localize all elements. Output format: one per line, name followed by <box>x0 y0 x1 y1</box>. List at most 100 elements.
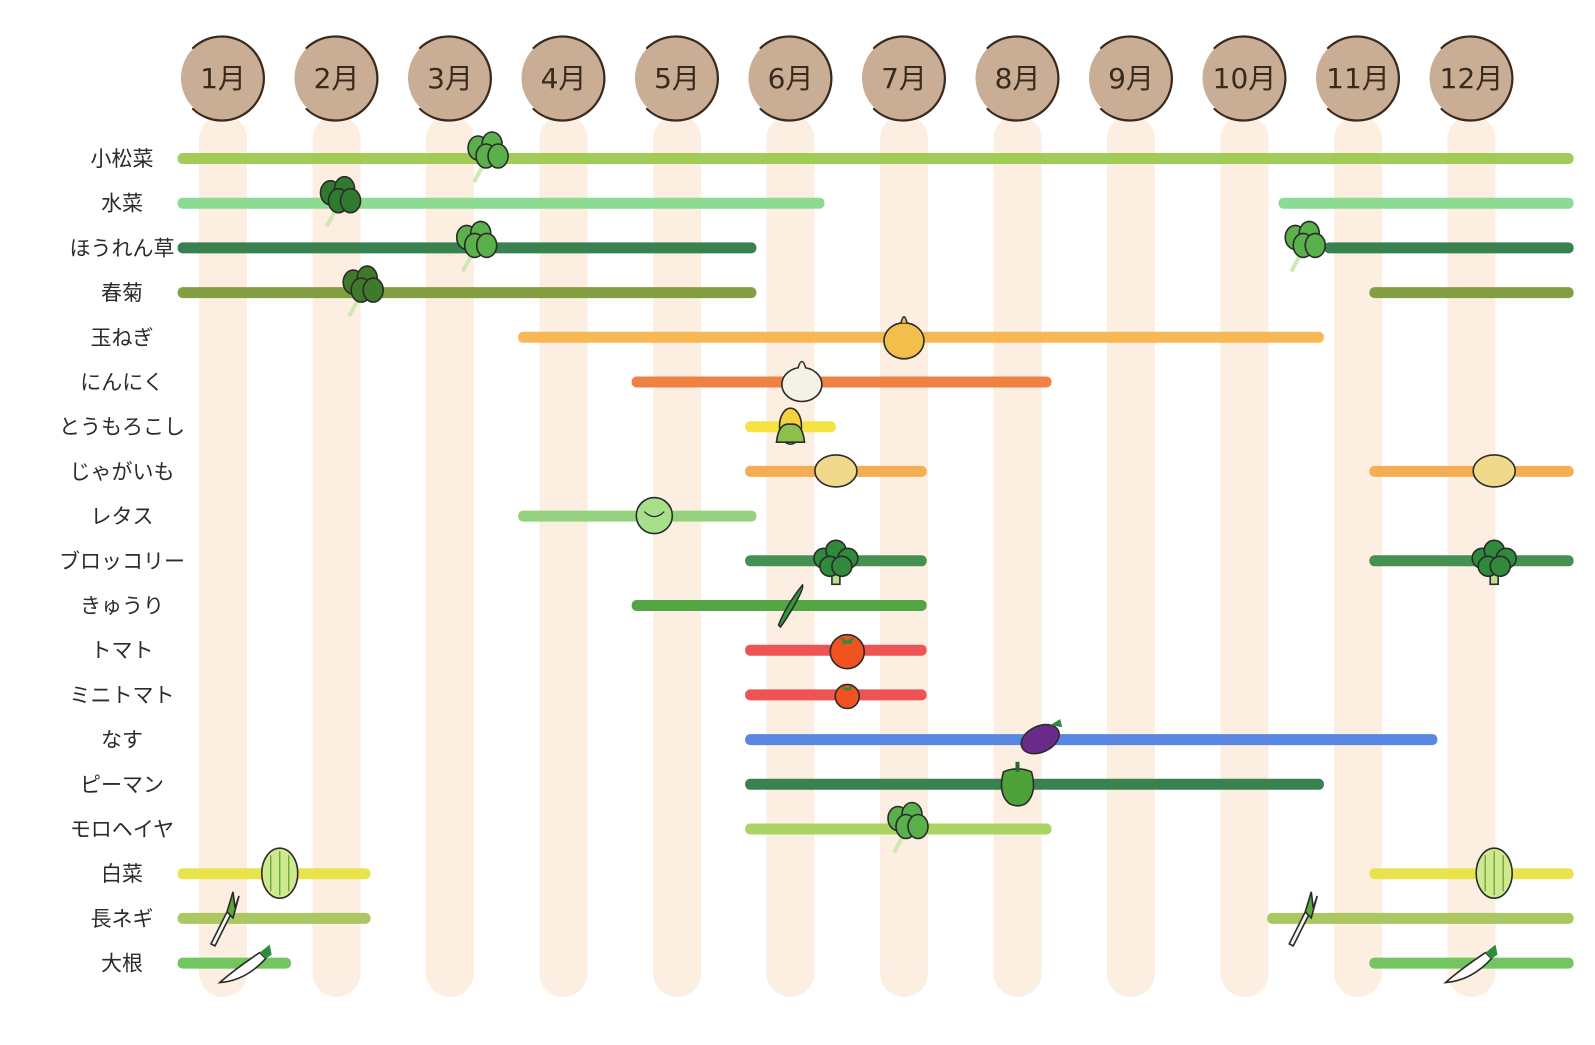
tomato-icon <box>829 633 866 670</box>
vegetable-label: 春菊 <box>101 281 143 305</box>
vegetable-label: なす <box>101 728 143 752</box>
month-header-circle <box>975 36 1060 120</box>
season-bar <box>1369 287 1574 299</box>
lettuce-icon <box>635 496 674 535</box>
broccoli-icon <box>1471 539 1517 586</box>
potato-icon <box>814 454 858 488</box>
vegetable-labels: 小松菜水菜ほうれん草春菊玉ねぎにんにくとうもろこしじゃがいもレタスブロッコリーき… <box>59 147 185 976</box>
vegetable-label: レタス <box>91 505 154 529</box>
month-header-outline <box>418 35 492 122</box>
spinach-icon <box>1284 220 1327 273</box>
month-label: 7月 <box>881 62 927 95</box>
vegetable-icons <box>209 131 1517 984</box>
month-header-circle <box>1316 36 1400 120</box>
month-header-outline <box>872 35 946 122</box>
eggplant-icon <box>1020 719 1063 755</box>
vegetable-label: 大根 <box>101 952 143 976</box>
month-column <box>993 115 1042 997</box>
garlic-icon <box>781 360 823 403</box>
season-bar <box>631 376 1052 388</box>
season-bar <box>177 287 757 299</box>
month-label: 5月 <box>654 62 700 95</box>
cucumber-icon <box>777 583 804 629</box>
season-bar <box>1323 242 1574 254</box>
leek-icon <box>1288 891 1319 947</box>
month-column <box>312 115 361 997</box>
season-bar <box>631 600 927 611</box>
month-header-outline <box>986 35 1060 122</box>
month-header-outline <box>645 35 719 122</box>
month-header-outline <box>1213 35 1287 122</box>
month-header-circle <box>748 36 833 120</box>
season-bar <box>1278 197 1574 209</box>
month-header-circle <box>635 36 719 120</box>
season-bar <box>177 197 825 209</box>
month-label: 10月 <box>1213 62 1277 95</box>
potato-icon <box>1472 454 1516 488</box>
shungiku-icon <box>342 265 385 318</box>
month-header-outline <box>191 35 265 122</box>
mizuna-icon <box>319 175 362 228</box>
month-column <box>1107 115 1155 997</box>
vegetable-label: きゅうり <box>80 594 164 618</box>
season-bars <box>177 153 1574 969</box>
month-header-circle <box>294 36 379 120</box>
month-column <box>426 115 474 997</box>
season-bar <box>745 734 1438 746</box>
onion-icon <box>883 315 925 360</box>
month-label: 12月 <box>1440 62 1504 95</box>
spinach-icon <box>455 220 498 273</box>
month-header-outline <box>1326 35 1400 122</box>
vegetable-label: 玉ねぎ <box>91 326 154 350</box>
month-header-circle <box>862 36 946 120</box>
vegetable-label: とうもろこし <box>59 415 185 439</box>
month-header-outline <box>305 35 379 122</box>
month-header-outline <box>1440 35 1514 122</box>
vegetable-label: ほうれん草 <box>70 236 175 260</box>
month-label: 9月 <box>1108 62 1154 95</box>
season-bar <box>177 153 1574 164</box>
season-bar <box>177 912 371 924</box>
month-column <box>1220 115 1269 997</box>
vegetable-label: ブロッコリー <box>59 549 185 573</box>
vegetable-label: モロヘイヤ <box>70 818 174 842</box>
vegetable-label: トマト <box>91 639 154 663</box>
month-header-circle <box>1089 36 1173 120</box>
month-header-outline <box>1099 35 1173 122</box>
vegetable-label: 長ネギ <box>91 907 154 931</box>
vegetable-label: ミニトマト <box>70 683 175 707</box>
month-header-circle <box>181 36 265 120</box>
season-bar <box>1267 912 1574 924</box>
month-label: 8月 <box>995 62 1041 95</box>
hakusai-icon <box>260 847 299 900</box>
month-label: 4月 <box>541 62 587 95</box>
month-column <box>1334 115 1382 997</box>
month-header-circle <box>1202 36 1287 120</box>
vegetable-label: にんにく <box>80 371 164 395</box>
month-label: 1月 <box>200 62 246 95</box>
season-bar <box>1369 868 1574 880</box>
month-label: 6月 <box>768 62 814 95</box>
month-header-circle <box>1429 36 1514 120</box>
month-header-outline <box>532 35 606 122</box>
month-label: 2月 <box>314 62 360 95</box>
month-label: 3月 <box>427 62 473 95</box>
komatsuna-icon <box>467 131 509 183</box>
daikon-icon <box>217 944 272 984</box>
month-header-circle <box>521 36 606 120</box>
season-bar <box>1369 555 1574 567</box>
vegetable-label: 小松菜 <box>91 147 154 171</box>
daikon-icon <box>1443 944 1498 984</box>
corn-icon <box>775 407 806 446</box>
vegetable-label: ピーマン <box>80 773 164 797</box>
vegetable-label: じゃがいも <box>70 460 175 484</box>
month-column <box>199 115 247 997</box>
mini-tomato-icon <box>834 683 861 710</box>
leek-icon <box>209 891 240 947</box>
hakusai-icon <box>1475 847 1513 900</box>
broccoli-icon <box>813 539 859 586</box>
month-header-circle <box>408 36 492 120</box>
month-header-outline <box>759 35 833 122</box>
vegetable-label: 水菜 <box>101 192 143 216</box>
